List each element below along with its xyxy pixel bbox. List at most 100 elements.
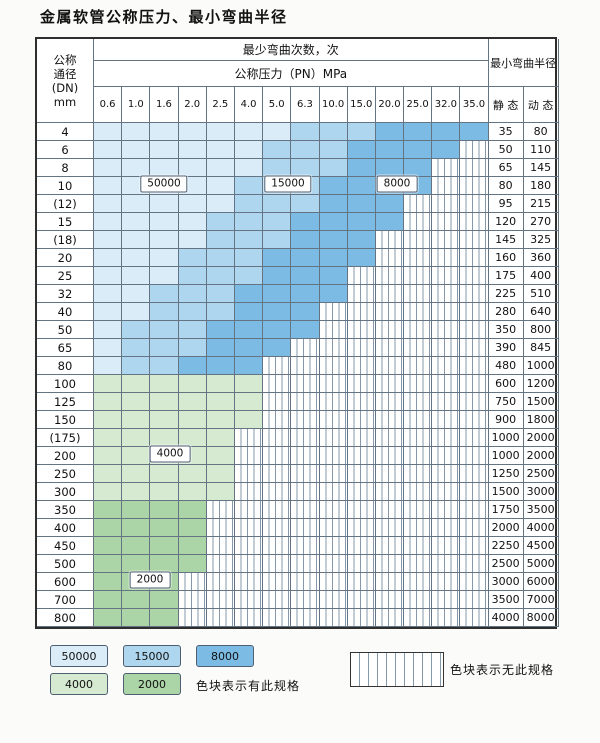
spec-cell-50000	[94, 141, 123, 159]
spec-cell-unavailable	[432, 447, 461, 465]
legend-swatch-15000: 15000	[123, 645, 181, 667]
static-radius-value: 600	[488, 375, 524, 393]
dynamic-radius-value: 1500	[523, 393, 559, 411]
spec-cell-unavailable	[347, 573, 376, 591]
spec-cell-unavailable	[432, 321, 461, 339]
spec-cell-50000	[122, 267, 151, 285]
spec-cell-4000	[122, 375, 151, 393]
dn-header-line: 通径	[53, 66, 77, 81]
spec-cell-8000	[375, 141, 405, 159]
spec-cell-unavailable	[375, 267, 405, 285]
spec-cell-50000	[150, 159, 179, 177]
spec-cell-15000	[291, 141, 320, 159]
spec-cell-unavailable	[319, 393, 348, 411]
dn-value: 200	[37, 447, 94, 465]
spec-cell-unavailable	[404, 285, 433, 303]
spec-cell-8000	[375, 213, 405, 231]
dn-value: (12)	[37, 195, 94, 213]
spec-cell-unavailable	[347, 411, 376, 429]
pressure-col-header: 25.0	[404, 87, 433, 123]
spec-cell-50000	[206, 195, 235, 213]
spec-cell-unavailable	[234, 555, 264, 573]
spec-cell-50000	[206, 159, 235, 177]
spec-cell-unavailable	[263, 429, 292, 447]
spec-cell-50000	[150, 123, 179, 141]
spec-cell-unavailable	[234, 501, 264, 519]
spec-cell-unavailable	[206, 591, 235, 609]
legend-unavailable-note: 色块表示无此规格	[450, 663, 555, 677]
spec-cell-unavailable	[178, 573, 207, 591]
spec-cell-50000	[206, 141, 235, 159]
spec-cell-50000	[122, 141, 151, 159]
spec-cell-unavailable	[404, 537, 433, 555]
spec-cell-50000	[94, 321, 123, 339]
static-column-header: 静 态	[488, 87, 524, 123]
spec-cell-50000	[94, 267, 123, 285]
spec-cell-8000	[263, 267, 292, 285]
spec-cell-2000	[94, 519, 123, 537]
spec-cell-8000	[291, 231, 320, 249]
spec-cell-4000	[94, 429, 123, 447]
dynamic-radius-value: 2000	[523, 447, 559, 465]
spec-cell-2000	[94, 501, 123, 519]
spec-cell-8000	[432, 141, 461, 159]
dynamic-radius-value: 3000	[523, 483, 559, 501]
spec-cell-unavailable	[347, 357, 376, 375]
spec-cell-50000	[150, 195, 179, 213]
spec-cell-8000	[319, 213, 348, 231]
spec-cell-unavailable	[404, 483, 433, 501]
spec-cell-unavailable	[263, 483, 292, 501]
spec-cell-50000	[206, 123, 235, 141]
spec-cell-8000	[404, 141, 433, 159]
spec-cell-8000	[347, 177, 376, 195]
spec-cell-unavailable	[460, 519, 489, 537]
spec-cell-unavailable	[432, 591, 461, 609]
spec-cell-4000	[178, 429, 207, 447]
static-radius-value: 1000	[488, 447, 524, 465]
spec-cell-unavailable	[404, 573, 433, 591]
spec-cell-unavailable	[234, 483, 264, 501]
dn-value: 700	[37, 591, 94, 609]
spec-cell-unavailable	[291, 537, 320, 555]
spec-cell-unavailable	[432, 555, 461, 573]
spec-cell-50000	[94, 357, 123, 375]
spec-cell-unavailable	[347, 483, 376, 501]
spec-cell-15000	[319, 141, 348, 159]
dynamic-radius-value: 5000	[523, 555, 559, 573]
spec-cell-4000	[178, 483, 207, 501]
spec-cell-unavailable	[291, 555, 320, 573]
spec-cell-2000	[94, 555, 123, 573]
spec-cell-8000	[460, 123, 489, 141]
spec-cell-8000	[319, 267, 348, 285]
dn-value: 450	[37, 537, 94, 555]
spec-cell-unavailable	[404, 267, 433, 285]
spec-cell-unavailable	[375, 555, 405, 573]
static-radius-value: 80	[488, 177, 524, 195]
spec-cell-unavailable	[404, 249, 433, 267]
spec-cell-unavailable	[460, 501, 489, 519]
spec-cell-unavailable	[291, 573, 320, 591]
spec-cell-unavailable	[347, 339, 376, 357]
spec-cell-50000	[122, 123, 151, 141]
spec-cell-unavailable	[347, 519, 376, 537]
spec-cell-unavailable	[432, 411, 461, 429]
dynamic-radius-value: 8000	[523, 609, 559, 627]
dn-value: 150	[37, 411, 94, 429]
legend-hatch-sample	[350, 652, 444, 687]
spec-cell-2000	[150, 519, 179, 537]
spec-cell-50000	[178, 231, 207, 249]
spec-cell-unavailable	[375, 447, 405, 465]
dynamic-radius-value: 400	[523, 267, 559, 285]
spec-cell-8000	[263, 321, 292, 339]
spec-cell-unavailable	[375, 393, 405, 411]
dynamic-radius-value: 325	[523, 231, 559, 249]
spec-cell-2000	[122, 537, 151, 555]
spec-cell-8000	[347, 231, 376, 249]
spec-cell-4000	[94, 465, 123, 483]
spec-cell-unavailable	[432, 537, 461, 555]
spec-cell-unavailable	[404, 393, 433, 411]
spec-cell-unavailable	[432, 573, 461, 591]
spec-cell-8000	[291, 267, 320, 285]
spec-grid: 公称 通径 (DN) mm 最少弯曲次数，次 公称压力（PN）MPa 最小弯曲半…	[35, 37, 559, 629]
dn-value: 250	[37, 465, 94, 483]
